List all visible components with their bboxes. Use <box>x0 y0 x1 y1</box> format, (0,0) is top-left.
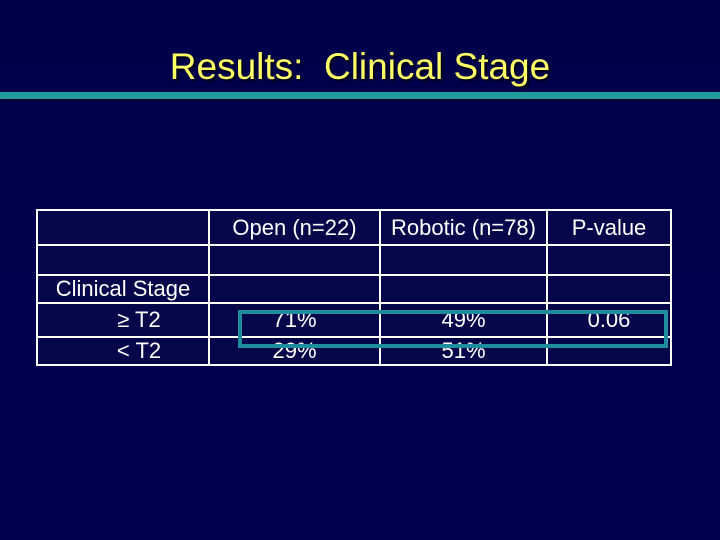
header-cell-pvalue: P-value <box>546 209 672 246</box>
results-table: Open (n=22) Robotic (n=78) P-value Clini… <box>36 209 672 366</box>
cell-ge-t2-open: 71% <box>208 302 381 338</box>
cell-ge-t2-robotic: 49% <box>379 302 548 338</box>
cell-lt-t2-open: 29% <box>208 336 381 366</box>
header-cell-empty <box>36 209 210 246</box>
title-divider-line <box>0 92 720 99</box>
cell-clinical-stage-robotic <box>379 274 548 304</box>
cell-ge-t2-pvalue: 0.06 <box>546 302 672 338</box>
header-cell-open: Open (n=22) <box>208 209 381 246</box>
table-header-row: Open (n=22) Robotic (n=78) P-value <box>36 209 672 246</box>
cell-clinical-stage-pvalue <box>546 274 672 304</box>
results-table-container: Open (n=22) Robotic (n=78) P-value Clini… <box>36 209 672 366</box>
cell-clinical-stage-open <box>208 274 381 304</box>
cell-lt-t2-robotic: 51% <box>379 336 548 366</box>
table-row-clinical-stage: Clinical Stage <box>36 274 672 304</box>
cell-spacer-pvalue <box>546 244 672 276</box>
cell-lt-t2-label: < T2 <box>36 336 210 366</box>
cell-spacer-robotic <box>379 244 548 276</box>
cell-ge-t2-label: ≥ T2 <box>36 302 210 338</box>
slide-title: Results: Clinical Stage <box>169 46 551 87</box>
table-row-lt-t2: < T2 29% 51% <box>36 336 672 366</box>
table-row-spacer <box>36 244 672 276</box>
cell-spacer-open <box>208 244 381 276</box>
cell-clinical-stage-label: Clinical Stage <box>36 274 210 304</box>
cell-spacer-label <box>36 244 210 276</box>
header-cell-robotic: Robotic (n=78) <box>379 209 548 246</box>
cell-lt-t2-pvalue <box>546 336 672 366</box>
table-row-ge-t2: ≥ T2 71% 49% 0.06 <box>36 302 672 338</box>
